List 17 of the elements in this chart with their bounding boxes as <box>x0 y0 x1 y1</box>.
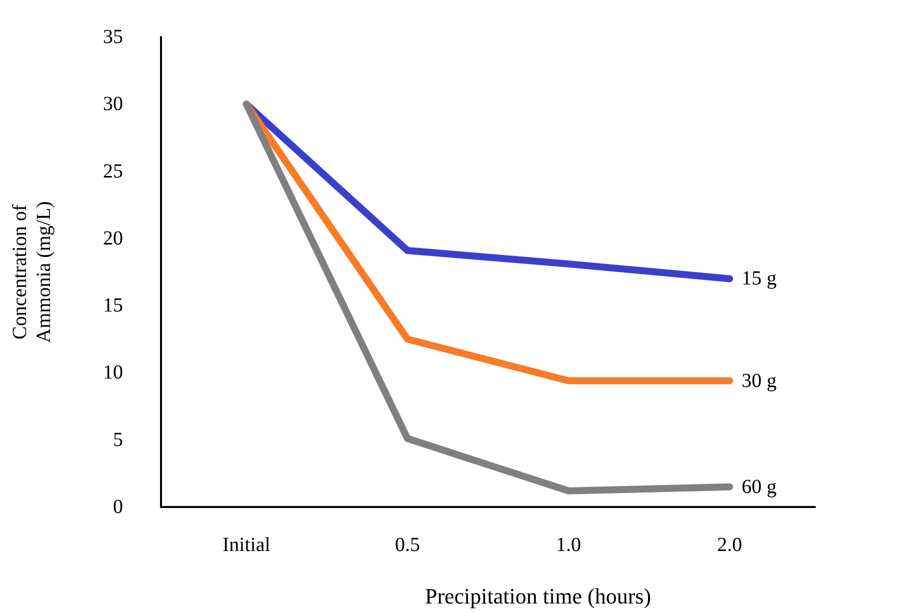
y-tick-label: 20 <box>103 227 123 250</box>
y-axis-title: Concentration of Ammonia (mg/L) <box>9 201 55 343</box>
x-tick-label: 0.5 <box>394 534 420 556</box>
y-tick-label: 10 <box>103 362 123 384</box>
x-tick-label: 2.0 <box>717 534 742 556</box>
x-tick-label: Initial <box>222 534 271 556</box>
series-label: 30 g <box>742 370 777 392</box>
y-tick-label: 5 <box>113 428 123 451</box>
series-label: 60 g <box>742 476 777 498</box>
series-label: 15 g <box>742 268 777 290</box>
y-tick-label: 30 <box>103 93 123 116</box>
x-tick-label: 1.0 <box>556 534 582 556</box>
y-tick-label: 15 <box>103 294 123 317</box>
y-tick-label: 25 <box>103 160 123 182</box>
y-tick-label: 0 <box>113 496 123 518</box>
y-tick-label: 35 <box>103 26 123 48</box>
x-axis-title: Precipitation time (hours) <box>424 584 652 608</box>
